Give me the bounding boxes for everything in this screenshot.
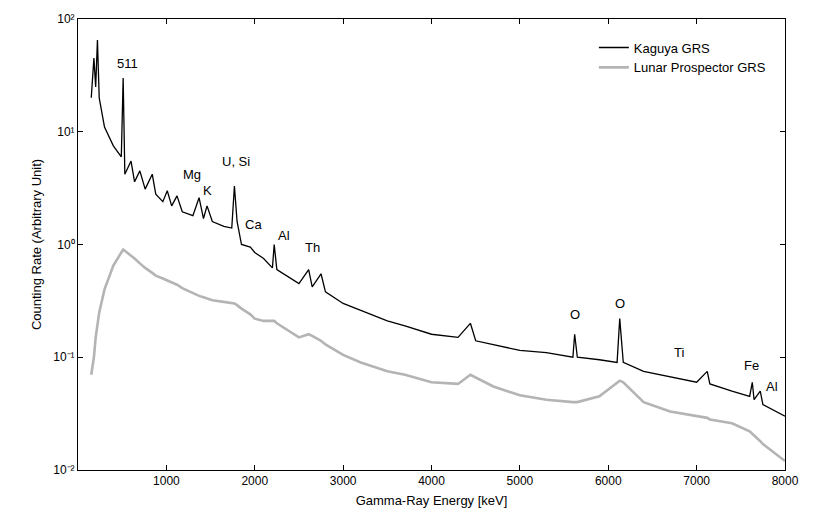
svg-text:O: O [615, 296, 625, 311]
svg-text:U, Si: U, Si [222, 154, 250, 169]
svg-text:Lunar Prospector GRS: Lunar Prospector GRS [634, 60, 766, 75]
svg-text:10⁻²: 10⁻² [53, 463, 74, 477]
svg-text:Ca: Ca [245, 217, 262, 232]
svg-text:Mg: Mg [183, 167, 201, 182]
svg-text:10⁰: 10⁰ [57, 238, 74, 252]
svg-text:K: K [203, 183, 212, 198]
svg-text:Al: Al [766, 379, 778, 394]
svg-text:5000: 5000 [507, 474, 534, 488]
svg-text:4000: 4000 [418, 474, 445, 488]
svg-text:Fe: Fe [744, 358, 759, 373]
svg-text:Kaguya GRS: Kaguya GRS [634, 41, 710, 56]
svg-text:1000: 1000 [153, 474, 180, 488]
svg-text:511: 511 [117, 56, 138, 71]
svg-text:7000: 7000 [683, 474, 710, 488]
svg-text:O: O [570, 307, 580, 322]
svg-text:8000: 8000 [772, 474, 799, 488]
svg-text:10²: 10² [57, 12, 74, 26]
svg-text:3000: 3000 [330, 474, 357, 488]
svg-text:Th: Th [305, 240, 320, 255]
svg-text:6000: 6000 [595, 474, 622, 488]
svg-text:Counting Rate (Arbitrary Unit): Counting Rate (Arbitrary Unit) [29, 159, 44, 330]
svg-text:10⁻¹: 10⁻¹ [53, 350, 74, 364]
svg-text:2000: 2000 [241, 474, 268, 488]
svg-text:Al: Al [278, 228, 290, 243]
svg-text:Ti: Ti [674, 345, 684, 360]
svg-text:10¹: 10¹ [57, 125, 74, 139]
svg-text:Gamma-Ray Energy [keV]: Gamma-Ray Energy [keV] [356, 493, 508, 508]
